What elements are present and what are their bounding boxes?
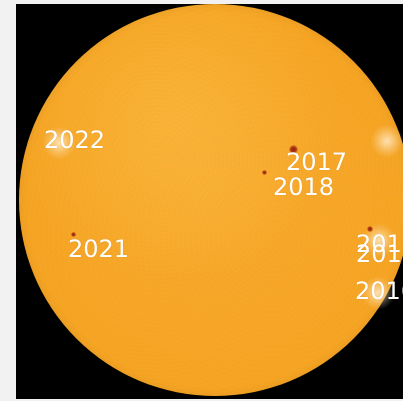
sunspot-label-2021: 2021: [68, 235, 130, 263]
sunspot-label-2022: 2022: [44, 126, 106, 154]
sunspot-label-2019-edge: 2019: [356, 230, 403, 258]
sun-surface-texture: [19, 4, 403, 396]
sun-disk: [19, 4, 403, 396]
bright-region-right-lower: [361, 276, 395, 310]
bright-region-left: [42, 126, 76, 160]
solar-image-panel: 2022 2017 2018 2021 2019 2018 2016: [16, 4, 403, 399]
sunspot-label-2018-center: 2018: [273, 173, 335, 201]
sunspot-label-2016-edge: 2016: [355, 277, 403, 305]
sunspot-right-edge: [367, 226, 373, 232]
sunspot-2021: [71, 232, 76, 237]
sunspot-label-2018-edge: 2018: [356, 240, 403, 268]
sunspot-2017: [289, 145, 298, 154]
bright-region-right-upper: [370, 124, 403, 158]
sunspot-2018-center: [262, 170, 267, 175]
sunspot-label-2017: 2017: [286, 148, 348, 176]
